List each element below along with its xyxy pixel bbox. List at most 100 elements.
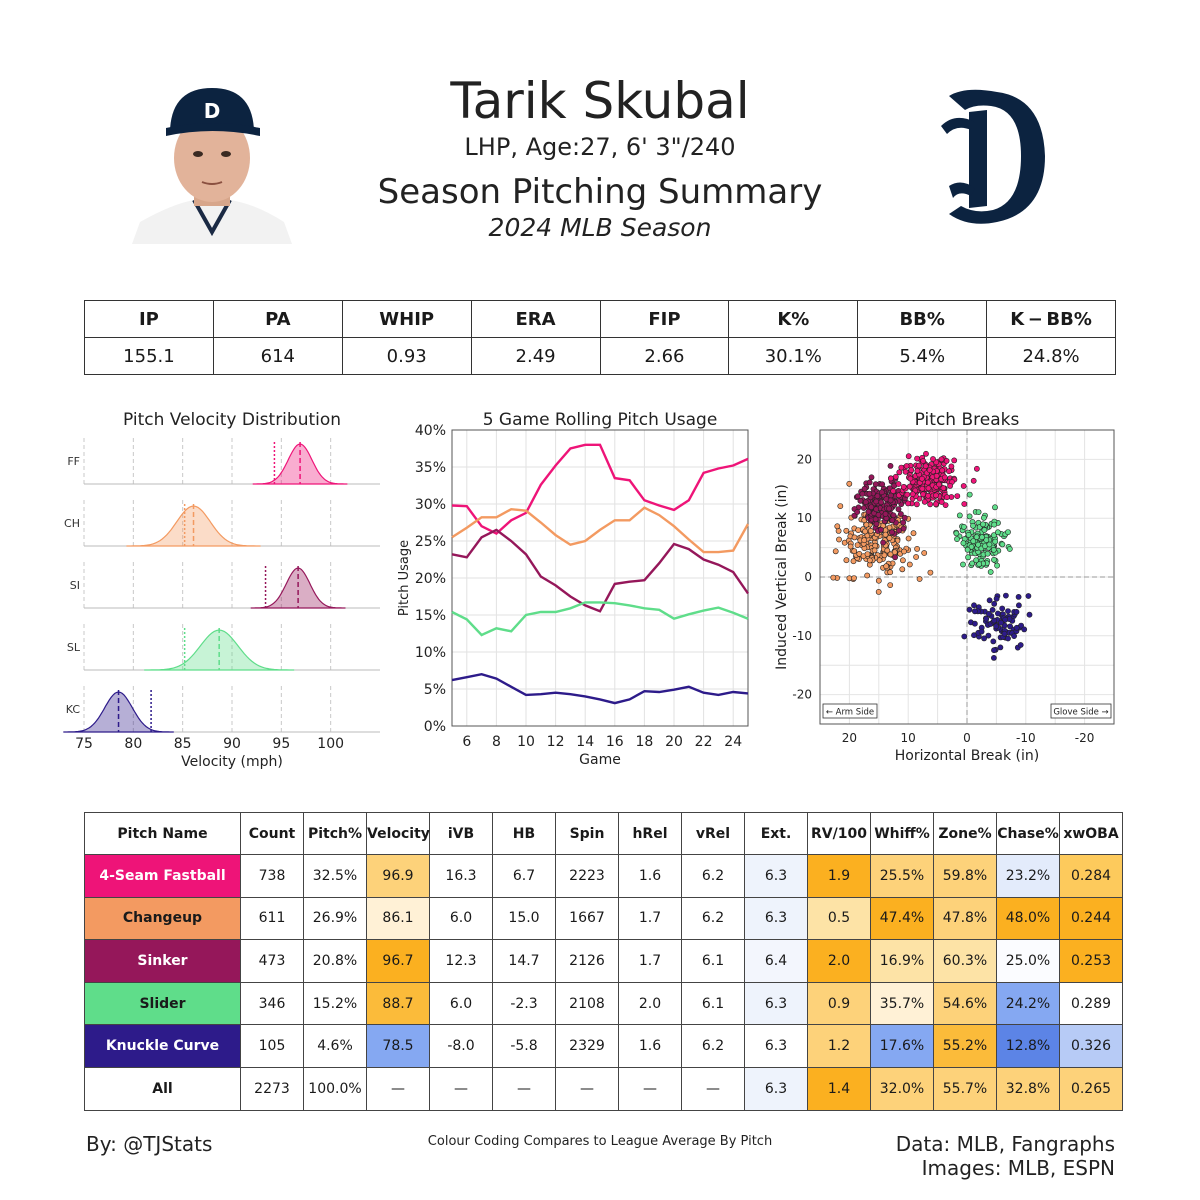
usage-x-tick-label: 12 xyxy=(547,734,565,750)
usage-line-ff xyxy=(451,443,749,536)
breaks-point xyxy=(908,467,915,473)
breaks-point xyxy=(921,550,928,556)
rolling-usage-chart: 0% 5% 10% 15% 20% 25% 30% 35% 40% 6 8 10 12 14 16 18 20 2… xyxy=(397,424,750,768)
breaks-point xyxy=(868,474,875,481)
breaks-point xyxy=(936,481,942,488)
pitch-metric-cell: 96.7 xyxy=(366,939,430,983)
pitch-metric-cell: 20.8% xyxy=(303,939,367,983)
usage-y-tick-label: 10% xyxy=(415,645,446,661)
pitch-metric-cell: 2.0 xyxy=(807,939,871,983)
breaks-point xyxy=(887,582,894,588)
pitch-metric-cell: 78.5 xyxy=(366,1024,430,1068)
breaks-point xyxy=(895,481,902,487)
pitch-metric-cell: 6.2 xyxy=(681,854,745,898)
breaks-point xyxy=(836,536,842,543)
stat-value: 0.93 xyxy=(341,337,472,375)
source-credits: Data: MLB, Fangraphs Images: MLB, ESPN xyxy=(896,1132,1115,1180)
stats-value-row: 155.1 614 0.93 2.49 2.66 30.1% 5.4% 24.8… xyxy=(84,337,1116,375)
pitch-metric-cell: 55.7% xyxy=(933,1066,997,1111)
breaks-point xyxy=(862,528,868,535)
stat-value: 2.66 xyxy=(599,337,730,375)
pitch-metric-cell: -5.8 xyxy=(492,1024,556,1068)
breaks-point xyxy=(909,491,916,497)
breaks-point xyxy=(919,485,926,492)
breaks-point xyxy=(850,558,857,565)
usage-y-tick-label: 20% xyxy=(415,571,446,587)
breaks-point xyxy=(965,554,971,561)
pitch-metric-cell: 15.0 xyxy=(492,896,556,941)
breaks-point xyxy=(874,493,881,499)
pitch-metric-cell: 88.7 xyxy=(366,981,430,1026)
breaks-point xyxy=(990,638,997,645)
breaks-point xyxy=(993,595,1000,602)
breaks-point xyxy=(991,617,998,624)
breaks-point xyxy=(942,502,949,508)
velocity-row-label: SI xyxy=(70,579,80,592)
breaks-point xyxy=(994,610,1001,617)
breaks-point xyxy=(961,501,968,507)
usage-x-tick-label: 10 xyxy=(517,734,535,750)
pitch-metric-cell: 48.0% xyxy=(996,896,1060,941)
pitch-row-ff: 4-Seam Fastball 738 32.5% 96.9 16.3 6.7 2223 1.… xyxy=(84,854,1123,898)
breaks-point xyxy=(830,574,837,581)
breaks-point xyxy=(943,494,950,501)
pitch-metric-cell: 0.284 xyxy=(1059,854,1123,898)
breaks-point xyxy=(990,547,997,553)
breaks-point xyxy=(926,467,933,473)
velocity-density-ff xyxy=(252,443,348,485)
breaks-point xyxy=(871,547,878,554)
pitch-metric-cell: 59.8% xyxy=(933,854,997,898)
breaks-point xyxy=(953,530,960,537)
pitch-table-header: HB xyxy=(492,812,556,855)
velocity-density-sl xyxy=(144,629,295,671)
stats-header-row: IP PA WHIP ERA FIP K% BB% K − BB% xyxy=(84,300,1116,338)
breaks-point xyxy=(834,523,841,530)
breaks-point xyxy=(932,492,939,499)
pitch-metric-cell: 54.6% xyxy=(933,981,997,1026)
pitch-metric-cell: 0.326 xyxy=(1059,1024,1123,1068)
breaks-point xyxy=(895,506,902,513)
breaks-point xyxy=(960,540,967,546)
breaks-point xyxy=(854,509,861,515)
pitch-metric-cell: 1.7 xyxy=(618,939,682,983)
pitch-row-sl: Slider 346 15.2% 88.7 6.0 -2.3 2108 2.0 6.1 6.3 0.… xyxy=(84,981,1123,1026)
pitch-row-kc: Knuckle Curve 105 4.6% 78.5 -8.0 -5.8 2329 1.6 6… xyxy=(84,1024,1123,1068)
pitch-metric-cell: 6.0 xyxy=(429,896,493,941)
pitch-metric-cell: 0.289 xyxy=(1059,981,1123,1026)
breaks-point xyxy=(960,483,967,489)
breaks-point xyxy=(930,456,936,462)
pitch-metric-cell: 25.0% xyxy=(996,939,1060,983)
breaks-point xyxy=(861,537,868,544)
breaks-x-axis-label: Horizontal Break (in) xyxy=(895,748,1039,764)
breaks-point xyxy=(905,453,912,460)
breaks-x-tick-label: 10 xyxy=(901,731,916,745)
pitch-metric-cell: 6.0 xyxy=(429,981,493,1026)
breaks-point xyxy=(1002,592,1009,599)
pitch-metric-cell: 32.5% xyxy=(303,854,367,898)
breaks-point xyxy=(913,554,919,560)
breaks-plot-frame xyxy=(819,429,1115,725)
breaks-point xyxy=(968,543,975,550)
breaks-point xyxy=(873,506,880,513)
pitch-name-cell: All xyxy=(84,1066,241,1111)
breaks-point xyxy=(904,491,911,498)
pitch-table-header: Pitch Name xyxy=(84,812,241,855)
breaks-point xyxy=(854,493,861,500)
breaks-point xyxy=(914,455,920,462)
pitch-metric-cell: 1667 xyxy=(555,896,619,941)
stat-value: 614 xyxy=(212,337,343,375)
breaks-point xyxy=(906,561,913,568)
stat-value: 24.8% xyxy=(986,337,1116,375)
breaks-point xyxy=(866,557,873,564)
breaks-point xyxy=(864,572,871,579)
breaks-point xyxy=(872,481,879,488)
pitch-metric-cell: 6.2 xyxy=(681,896,745,941)
pitch-row-ch: Changeup 611 26.9% 86.1 6.0 15.0 1667 1.7 6.2 6.3… xyxy=(84,896,1123,941)
breaks-point xyxy=(954,536,960,542)
breaks-series-si xyxy=(851,463,908,561)
pitch-metric-cell: — xyxy=(366,1066,430,1111)
breaks-point xyxy=(878,499,884,506)
pitch-metric-cell: 611 xyxy=(240,896,304,941)
breaks-x-tick-label: 20 xyxy=(842,731,857,745)
pitch-metric-cell: 1.4 xyxy=(807,1066,871,1111)
